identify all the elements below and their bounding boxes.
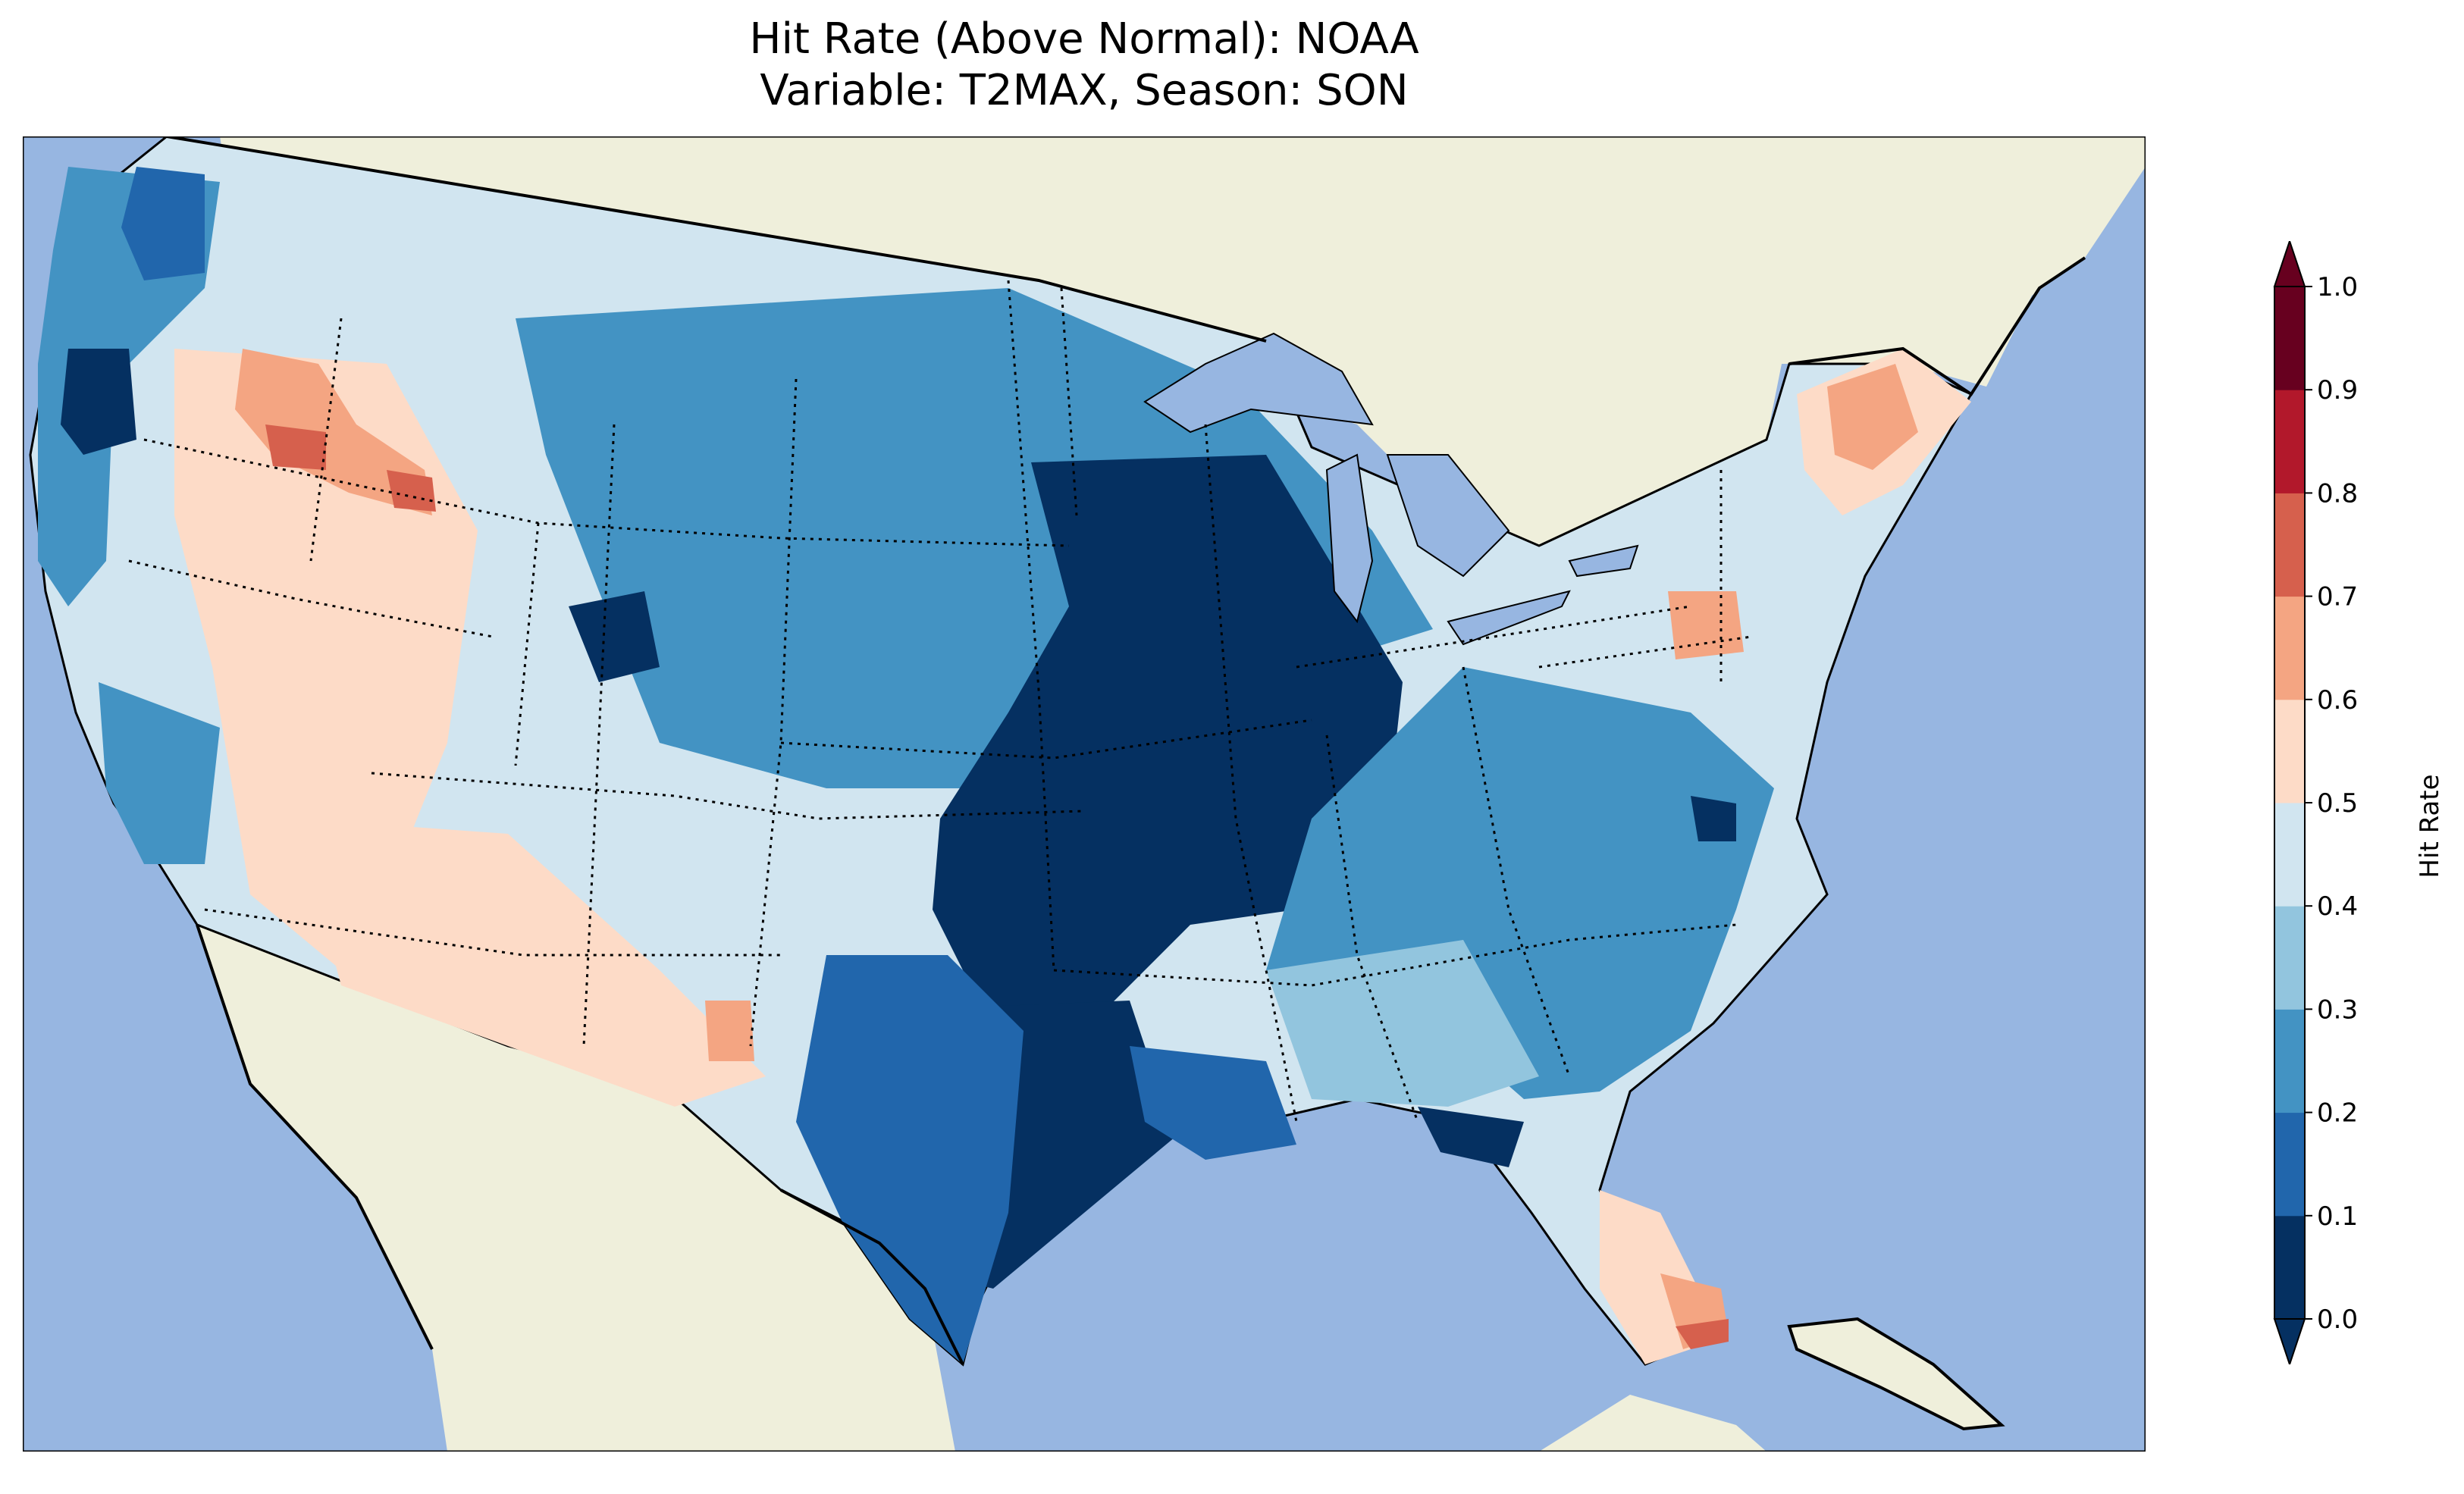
region-wyoming-darkblue	[569, 591, 660, 682]
colorbar-segment	[2274, 287, 2305, 390]
region-pennsylvania-orange	[1668, 591, 1744, 659]
great-lakes	[1143, 332, 1639, 646]
colorbar-segment	[2274, 906, 2305, 1010]
colorbar-tick-label: 0.5	[2317, 788, 2358, 819]
colorbar-segment	[2274, 390, 2305, 493]
region-california-blue	[99, 682, 220, 864]
colorbar: 0.0 0.1 0.2 0.3 0.4 0.5 0.6 0.7 0.8 0.9 1.0	[2273, 241, 2358, 1364]
region-idaho-orange	[235, 349, 432, 515]
colorbar-over-extension	[2273, 241, 2306, 287]
region-southwest-warm	[296, 819, 766, 1107]
colorbar-tick-label: 0.2	[2317, 1098, 2358, 1129]
colorbar-tick-label: 0.1	[2317, 1201, 2358, 1232]
colorbar-segment	[2274, 699, 2305, 803]
lake-michigan	[1325, 453, 1374, 624]
region-texas-blue	[796, 955, 1024, 1364]
colorbar-tick-label: 0.7	[2317, 582, 2358, 612]
colorbar-segment	[2274, 596, 2305, 700]
colorbar-segment	[2274, 803, 2305, 907]
region-virginia-darkblue	[1691, 796, 1736, 841]
colorbar-tick-label: 0.9	[2317, 375, 2358, 406]
colorbar-segment	[2274, 493, 2305, 597]
colorbar-under-extension	[2273, 1318, 2306, 1364]
colorbar-ticks: 0.0 0.1 0.2 0.3 0.4 0.5 0.6 0.7 0.8 0.9 1.0	[2305, 272, 2358, 1335]
lake-huron	[1386, 454, 1510, 578]
region-oregon-coast-darkblue	[61, 349, 136, 455]
colorbar-tick-label: 0.4	[2317, 891, 2358, 922]
colorbar-segments	[2273, 241, 2306, 1364]
region-nevada-red	[387, 470, 436, 512]
cuba-land	[1787, 1317, 2005, 1431]
lake-erie	[1447, 590, 1571, 646]
region-nm-orange	[705, 1001, 754, 1061]
map-panel	[23, 136, 2146, 1452]
colorbar-tick-label: 1.0	[2317, 272, 2358, 302]
colorbar-tick-label: 0.8	[2317, 478, 2358, 509]
colorbar-tick-label: 0.0	[2317, 1305, 2358, 1335]
colorbar-segment	[2274, 1112, 2305, 1217]
colorbar-tick-label: 0.3	[2317, 994, 2358, 1025]
coastlines	[166, 136, 2086, 1365]
chart-title-line2: Variable: T2MAX, Season: SON	[760, 66, 1409, 115]
chart-title-line1: Hit Rate (Above Normal): NOAA	[749, 14, 1419, 64]
region-washington-coast	[121, 167, 205, 280]
mexico-land	[197, 925, 955, 1452]
lake-ontario	[1568, 544, 1639, 578]
state-borders	[128, 280, 1752, 1123]
region-louisiana-darkblue	[1418, 1107, 1524, 1167]
yucatan-land	[1539, 1395, 1766, 1452]
region-new-england-orange	[1827, 364, 1918, 470]
colorbar-label: Hit Rate	[2415, 774, 2445, 879]
lake-superior	[1143, 332, 1374, 434]
hit-rate-field	[29, 136, 1973, 1367]
region-florida-red	[1676, 1319, 1729, 1349]
colorbar-segment	[2274, 1009, 2305, 1113]
region-idaho-red	[265, 424, 326, 470]
region-gulf-blue	[1130, 1046, 1296, 1160]
colorbar-segment	[2274, 1215, 2305, 1320]
colorbar-tick-label: 0.6	[2317, 685, 2358, 716]
region-southeast-light	[1266, 940, 1539, 1107]
